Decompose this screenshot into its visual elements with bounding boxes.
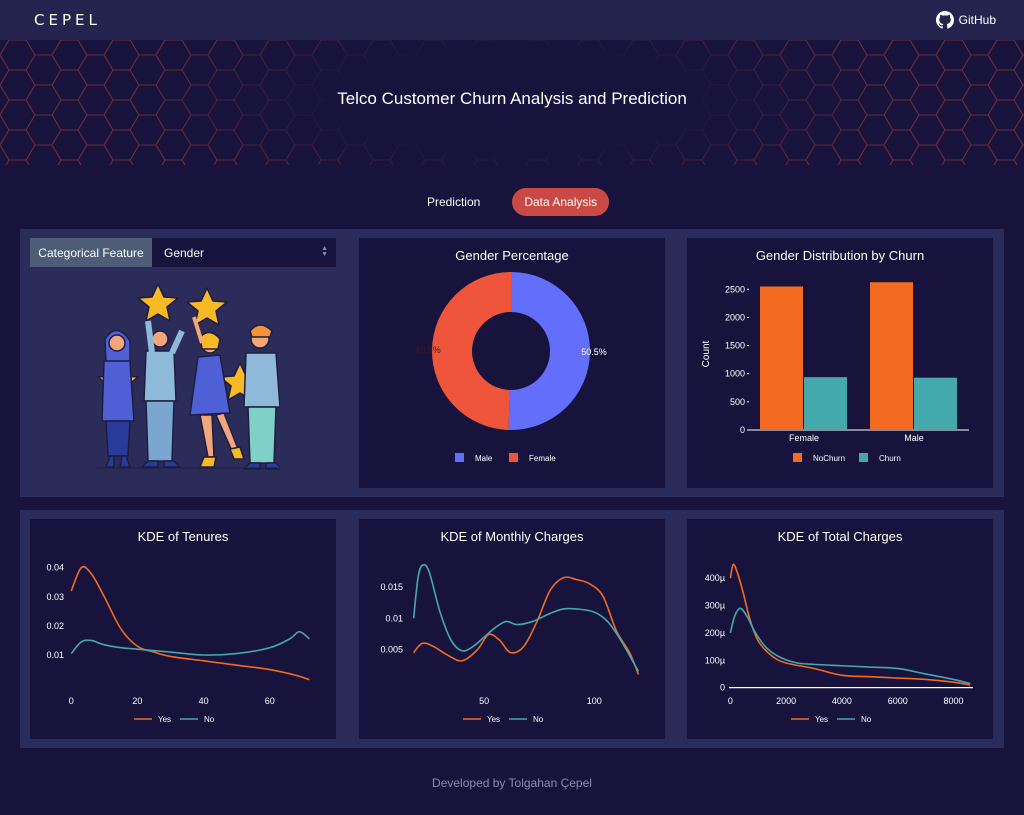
- legend-swatch: [859, 453, 868, 462]
- x-tick-label: 0: [728, 696, 733, 706]
- page-title: Telco Customer Churn Analysis and Predic…: [337, 89, 687, 108]
- kde-tenures-card: KDE of Tenures 0.01 0.02 0.03 0.04 0 20 40 60 Ye…: [30, 519, 336, 739]
- feature-selector-label: Categorical Feature: [30, 238, 152, 267]
- y-tick-label: 100µ: [705, 655, 725, 665]
- kde-monthly-chart: 0.005 0.01 0.015 50 100 Yes No: [380, 563, 640, 724]
- y-axis-label: Count: [701, 340, 712, 367]
- legend-label: Churn: [879, 454, 901, 463]
- feature-dropdown[interactable]: Gender ▲ ▼: [152, 238, 336, 267]
- y-tick-label: 0.01: [46, 650, 64, 660]
- legend-label: NoChurn: [813, 454, 845, 463]
- x-tick-label: Male: [904, 433, 924, 443]
- y-tick-label: 0.005: [380, 645, 403, 655]
- y-tick-label: 0: [720, 683, 725, 693]
- kde-total-chart: 0 100µ 200µ 300µ 400µ 0 2000 4000 6000 8000 Yes No: [705, 563, 973, 724]
- legend-label: Yes: [815, 715, 828, 724]
- hero-fade: [0, 40, 1024, 165]
- y-tick-label: 0.04: [46, 563, 64, 573]
- chart-title: Gender Distribution by Churn: [755, 248, 925, 263]
- y-tick-label: 300µ: [705, 601, 725, 611]
- y-tick-label: 0.02: [46, 621, 64, 631]
- kde-line-no: [729, 607, 971, 685]
- brand-logo[interactable]: CEPEL: [34, 11, 101, 29]
- bar-churn: [804, 377, 847, 430]
- y-tick-label: 0: [740, 425, 745, 435]
- legend-swatch: [455, 453, 464, 462]
- categorical-row: Categorical Feature Gender ▲ ▼: [20, 229, 1004, 497]
- footer-credit: Developed by Tolgahan Çepel: [432, 776, 592, 790]
- x-tick-label: 2000: [776, 696, 796, 706]
- x-tick-label: 6000: [888, 696, 908, 706]
- y-tick-label: 0.03: [46, 592, 64, 602]
- bar-nochurn: [870, 282, 913, 430]
- gender-donut-chart: 50.5% 49.5% Male Female: [415, 272, 607, 463]
- donut-value-label: 49.5%: [415, 345, 441, 355]
- github-link[interactable]: GitHub: [935, 11, 996, 29]
- kde-total-card: KDE of Total Charges 0 100µ 200µ 300µ 400µ 0 2…: [687, 519, 993, 739]
- legend-swatch: [509, 453, 518, 462]
- kde-line-yes: [729, 563, 971, 686]
- kde-row: KDE of Tenures 0.01 0.02 0.03 0.04 0 20 40 60 Ye…: [20, 510, 1004, 748]
- people-stars-illustration: [96, 283, 280, 470]
- chart-title: Gender Percentage: [455, 248, 569, 263]
- x-tick-label: 0: [69, 696, 74, 706]
- y-tick-label: 2500: [725, 284, 745, 294]
- donut-slice-female: [431, 272, 511, 430]
- y-tick-label: 500: [730, 397, 745, 407]
- y-tick-label: 0.01: [385, 613, 403, 623]
- github-label: GitHub: [958, 13, 996, 27]
- x-tick-label: 4000: [832, 696, 852, 706]
- kde-line-yes: [412, 576, 640, 675]
- x-tick-label: 8000: [943, 696, 963, 706]
- legend-label: Yes: [158, 715, 171, 724]
- top-navbar: CEPEL GitHub: [0, 0, 1024, 40]
- x-tick-label: 100: [587, 696, 602, 706]
- chart-title: KDE of Tenures: [137, 529, 229, 544]
- x-tick-label: 40: [199, 696, 209, 706]
- legend-label: Male: [475, 454, 493, 463]
- donut-value-label: 50.5%: [581, 347, 607, 357]
- hero-banner: Telco Customer Churn Analysis and Predic…: [0, 40, 1024, 165]
- tab-prediction[interactable]: Prediction: [426, 195, 481, 209]
- feature-dropdown-value: Gender: [164, 245, 205, 260]
- chart-title: KDE of Total Charges: [777, 529, 903, 544]
- y-tick-label: 400µ: [705, 573, 725, 583]
- tab-data-analysis[interactable]: Data Analysis: [512, 188, 610, 216]
- y-tick-label: 2000: [725, 312, 745, 322]
- y-tick-label: 0.015: [380, 582, 403, 592]
- bar-nochurn: [760, 286, 803, 430]
- legend-label: Female: [529, 454, 556, 463]
- x-tick-label: 20: [132, 696, 142, 706]
- y-tick-label: 1000: [725, 369, 745, 379]
- chart-title: KDE of Monthly Charges: [440, 529, 584, 544]
- feature-selector: Categorical Feature Gender ▲ ▼: [30, 238, 336, 267]
- kde-tenures-chart: 0.01 0.02 0.03 0.04 0 20 40 60 Yes No: [46, 563, 310, 724]
- donut-slice-male: [508, 272, 590, 430]
- legend-swatch: [793, 453, 802, 462]
- kde-line-no: [412, 563, 640, 672]
- gender-percentage-card: Gender Percentage 50.5% 49.5% Male Female: [359, 238, 665, 488]
- kde-line-no: [70, 630, 310, 656]
- github-icon: [935, 11, 954, 29]
- y-tick-label: 1500: [725, 341, 745, 351]
- view-tabs: Prediction Data Analysis: [0, 188, 1024, 216]
- legend-label: Yes: [487, 715, 500, 724]
- bar-churn: [914, 377, 957, 430]
- legend-label: No: [204, 715, 215, 724]
- x-tick-label: 60: [265, 696, 275, 706]
- x-tick-label: 50: [479, 696, 489, 706]
- legend-label: No: [533, 715, 544, 724]
- y-tick-label: 200µ: [705, 628, 725, 638]
- gender-churn-bar-chart: 0 500 1000 1500 2000 2500 Count Female Male NoChu…: [701, 282, 969, 463]
- chevron-updown-icon: ▲ ▼: [321, 245, 328, 258]
- gender-churn-card: Gender Distribution by Churn 0 500 1000 150…: [687, 238, 993, 488]
- x-tick-label: Female: [789, 433, 819, 443]
- kde-monthly-card: KDE of Monthly Charges 0.005 0.01 0.015 50 1…: [359, 519, 665, 739]
- kde-line-yes: [70, 565, 310, 681]
- legend-label: No: [861, 715, 872, 724]
